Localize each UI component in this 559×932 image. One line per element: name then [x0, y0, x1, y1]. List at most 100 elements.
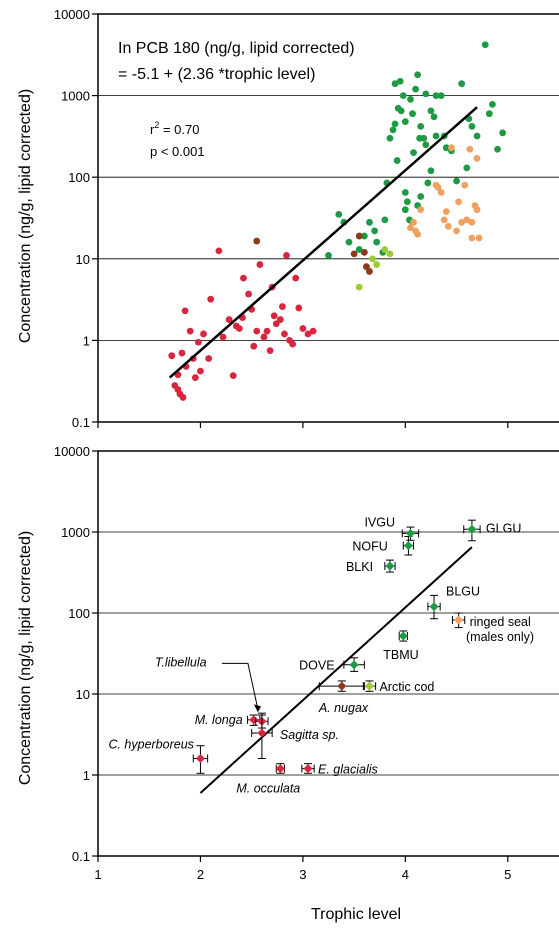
data-point-lightgreen	[369, 255, 376, 263]
data-point-red	[253, 327, 261, 335]
data-point-red	[205, 355, 213, 362]
data-point-red	[197, 367, 204, 375]
data-point-orange	[461, 181, 469, 189]
data-point-orange	[442, 208, 450, 215]
y-axis-title-top: Concentration (ng/g, lipid corrected)	[17, 89, 34, 343]
top-panel: 0.1 1 10 100 1000 10000 In PCB 180 (ng/g, lip…	[54, 7, 559, 430]
data-point-orange	[417, 206, 425, 214]
data-point-orange	[414, 230, 422, 238]
label-males-only: (males only)	[466, 630, 534, 644]
data-point-red	[266, 347, 274, 354]
bottom-x-tick-label: 5	[504, 867, 511, 882]
top-y-tick-label: 1	[83, 333, 90, 348]
label-nofu: NOFU	[352, 540, 387, 554]
top-y-tick-label: 0.1	[72, 415, 90, 430]
data-point-orange	[468, 234, 476, 242]
data-point-orange	[448, 144, 455, 152]
bottom-regression-line	[199, 546, 473, 794]
bottom-x-tick-label: 4	[402, 867, 409, 882]
data-point-red	[249, 715, 259, 725]
data-point-green	[468, 122, 476, 130]
data-point-red	[229, 372, 237, 380]
data-point-green	[417, 193, 425, 200]
data-point-green	[427, 107, 435, 115]
data-point-green	[422, 141, 430, 149]
label-c-hyperboreus: C. hyperboreus	[108, 737, 193, 751]
data-point-orange	[475, 234, 483, 242]
data-point-green	[437, 92, 445, 99]
label-arctic-cod: Arctic cod	[379, 680, 434, 694]
data-point-red	[263, 327, 271, 335]
data-point-brown	[253, 237, 261, 245]
data-point-red	[215, 247, 223, 255]
p-value-text: p < 0.001	[150, 144, 205, 159]
data-point-brown	[337, 681, 347, 691]
data-point-green	[403, 541, 413, 551]
data-point-red	[186, 327, 194, 335]
data-point-red	[275, 764, 285, 774]
data-point-green	[398, 631, 408, 641]
leader-arrowhead	[253, 704, 261, 713]
data-point-red	[272, 320, 280, 328]
data-point-orange	[473, 154, 481, 162]
data-point-green	[403, 198, 411, 206]
data-point-green	[360, 232, 368, 240]
data-point-green	[458, 80, 466, 88]
data-point-green	[409, 110, 416, 118]
bottom-x-tick-label: 2	[197, 867, 204, 882]
data-point-orange	[466, 145, 474, 153]
label-glgu: GLGU	[486, 521, 521, 535]
data-point-green	[442, 144, 450, 152]
data-point-red	[260, 333, 268, 341]
label-e-glacialis: E. glacialis	[318, 763, 378, 777]
data-point-green	[389, 126, 397, 134]
data-point-green	[427, 167, 435, 175]
data-point-red	[283, 252, 290, 259]
data-point-green	[494, 145, 501, 153]
data-point-lightgreen	[381, 246, 389, 253]
data-point-orange	[455, 198, 463, 206]
y-axis-title-bottom: Concentration (ng/g, lipid corrected)	[17, 531, 34, 785]
data-point-red	[257, 728, 267, 738]
data-point-red	[194, 338, 202, 346]
data-point-orange	[463, 216, 471, 224]
data-point-green	[325, 252, 332, 259]
data-point-lightgreen	[355, 283, 363, 291]
bottom-y-tick-label: 0.1	[72, 849, 90, 864]
top-y-tick-label: 10000	[54, 7, 90, 22]
data-point-green	[481, 41, 489, 49]
label-m-occulata: M. occulata	[236, 782, 300, 796]
data-point-red	[279, 303, 286, 310]
label-blki: BLKI	[346, 560, 373, 574]
data-point-green	[396, 77, 404, 85]
data-point-green	[381, 216, 389, 224]
label-ivgu: IVGU	[364, 515, 395, 529]
top-y-tick-label: 1000	[61, 89, 90, 104]
bottom-y-tick-label: 1	[83, 768, 90, 783]
data-point-orange	[410, 218, 417, 226]
data-point-orange	[454, 615, 464, 625]
regression-equation-line-2: = -5.1 + (2.36 *trophic level)	[118, 66, 315, 83]
data-point-red	[256, 261, 264, 268]
data-point-red	[195, 753, 205, 763]
data-point-orange	[437, 189, 445, 196]
data-point-lightgreen	[373, 261, 381, 268]
data-point-green	[489, 101, 496, 108]
data-point-red	[178, 349, 186, 357]
data-point-green	[397, 107, 405, 115]
data-point-orange	[473, 206, 481, 214]
data-point-green	[373, 238, 381, 246]
data-point-red	[295, 304, 303, 312]
bottom-ticks: 0.1 1 10 100 1000 10000 1 2 3 4 5	[54, 444, 512, 882]
data-point-red	[304, 330, 312, 338]
data-point-red	[250, 342, 258, 350]
data-point-orange	[434, 183, 442, 191]
data-point-lightgreen	[364, 681, 374, 691]
data-point-green	[371, 227, 378, 235]
bottom-plot-frame	[97, 450, 559, 857]
data-point-green	[463, 164, 471, 172]
data-point-green	[401, 189, 409, 196]
data-point-orange	[440, 216, 448, 224]
data-point-green	[417, 122, 425, 130]
